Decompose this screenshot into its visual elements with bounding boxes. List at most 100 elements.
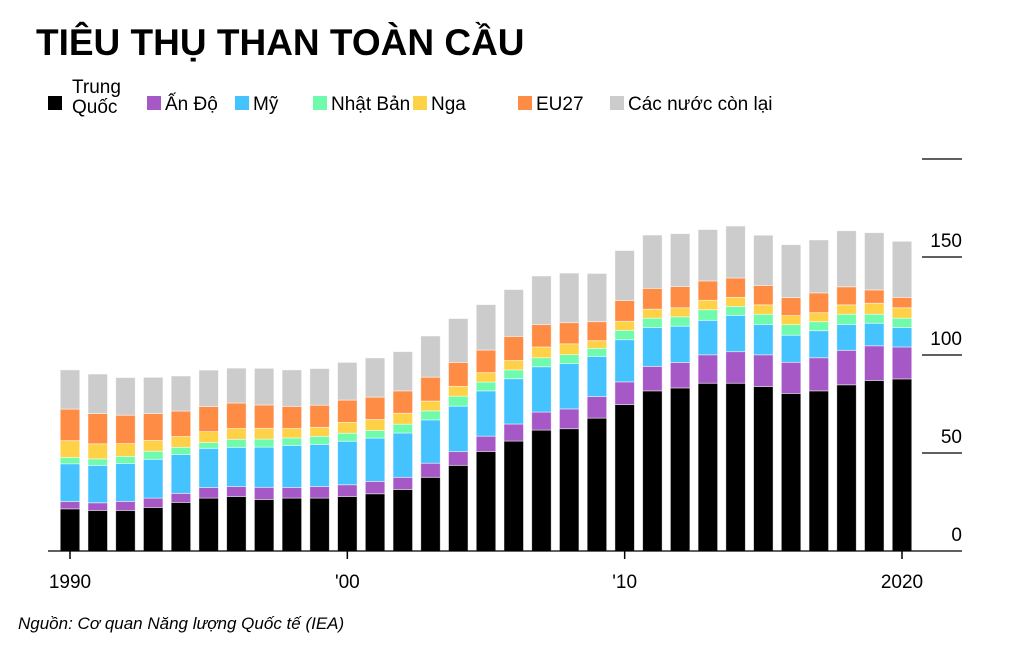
bar-segment — [780, 393, 802, 552]
bar-segment — [531, 366, 552, 413]
bar-segment — [87, 413, 108, 445]
bar-segment — [170, 492, 192, 503]
bar-segment — [891, 296, 913, 309]
bar-segment — [448, 464, 469, 552]
bar-segment — [614, 250, 635, 301]
bar-segment — [891, 346, 913, 380]
bar-segment — [253, 438, 275, 448]
bar-stack-2011 — [642, 234, 663, 552]
bar-segment — [59, 508, 81, 552]
bar-segment — [253, 486, 275, 500]
bar-segment — [753, 304, 774, 315]
bar-stack-1994 — [170, 375, 192, 552]
bar-segment — [420, 462, 441, 478]
bar-stack-2000 — [337, 362, 358, 552]
bar-segment — [586, 347, 608, 357]
bar-segment — [420, 376, 441, 402]
bar-segment — [281, 369, 303, 407]
bar-segment — [281, 487, 303, 499]
legend-label: Các nước còn lại — [628, 94, 773, 115]
bar-segment — [198, 406, 219, 433]
bar-segment — [448, 362, 469, 387]
bar-segment — [808, 312, 829, 323]
bar-stack-1991 — [87, 373, 108, 552]
bar-segment — [753, 354, 774, 387]
bar-segment — [392, 432, 413, 478]
bar-segment — [531, 324, 552, 348]
bar-stack-2019 — [864, 232, 885, 552]
bar-segment — [337, 440, 358, 486]
bar-segment — [475, 451, 497, 552]
y-tick-label: 100 — [930, 329, 962, 350]
bar-segment — [309, 368, 330, 406]
bar-segment — [669, 362, 691, 389]
bar-segment — [725, 296, 746, 307]
bar-segment — [864, 313, 885, 324]
bar-segment — [281, 405, 303, 429]
bar-segment — [59, 457, 81, 465]
bar-segment — [725, 305, 746, 316]
bar-segment — [808, 390, 829, 552]
legend-swatch — [48, 96, 62, 110]
bar-segment — [198, 487, 219, 499]
y-tick-label: 150 — [930, 231, 962, 252]
bar-segment — [364, 493, 386, 552]
bar-segment — [503, 369, 524, 380]
chart-title: TIÊU THỤ THAN TOÀN CẦU — [36, 21, 525, 63]
bar-segment — [170, 410, 192, 437]
bar-segment — [337, 484, 358, 497]
bar-segment — [392, 412, 413, 425]
bar-segment — [392, 489, 413, 552]
bar-segment — [475, 304, 497, 351]
bar-segment — [780, 315, 802, 326]
bar-stack-1998 — [281, 369, 303, 552]
bar-stack-2012 — [669, 233, 691, 552]
bar-segment — [725, 351, 746, 384]
legend-label: Nga — [431, 94, 466, 115]
bar-segment — [364, 437, 386, 482]
bar-segment — [143, 440, 164, 452]
legend-label: Nhật Bản — [331, 94, 410, 115]
y-tick-label: 50 — [941, 427, 962, 448]
bar-stack-2005 — [475, 304, 497, 552]
bar-segment — [448, 395, 469, 407]
legend-item: EU27 — [518, 94, 584, 115]
bar-segment — [59, 408, 81, 442]
bar-stack-1990 — [59, 369, 81, 552]
bar-segment — [614, 300, 635, 322]
bar-segment — [780, 244, 802, 298]
bar-segment — [697, 299, 719, 311]
bar-segment — [143, 497, 164, 508]
bar-segment — [725, 382, 746, 552]
bar-segment — [808, 321, 829, 332]
bar-segment — [87, 373, 108, 415]
bar-segment — [503, 423, 524, 442]
bar-segment — [808, 357, 829, 392]
bar-segment — [364, 396, 386, 420]
x-tick-label: '00 — [335, 572, 360, 593]
bar-stack-2020 — [891, 240, 913, 552]
bar-segment — [59, 440, 81, 458]
x-tick-label: 2020 — [881, 572, 923, 593]
bar-segment — [198, 497, 219, 552]
bar-segment — [364, 430, 386, 439]
bar-stack-2002 — [392, 351, 413, 552]
bar-segment — [642, 234, 663, 289]
bar-segment — [531, 429, 552, 552]
y-tick-label: 0 — [951, 525, 962, 546]
legend-swatch — [518, 96, 532, 110]
bar-segment — [836, 286, 857, 306]
legend-item: Mỹ — [235, 94, 279, 115]
bar-segment — [697, 382, 719, 552]
bar-segment — [669, 307, 691, 318]
bar-segment — [559, 354, 580, 365]
bar-segment — [170, 446, 192, 455]
bar-stack-2001 — [364, 357, 386, 552]
bar-segment — [170, 375, 192, 412]
bar-segment — [614, 320, 635, 331]
bar-segment — [475, 390, 497, 437]
bar-segment — [586, 417, 608, 552]
bar-segment — [420, 476, 441, 552]
bar-segment — [753, 313, 774, 326]
bar-segment — [309, 404, 330, 428]
